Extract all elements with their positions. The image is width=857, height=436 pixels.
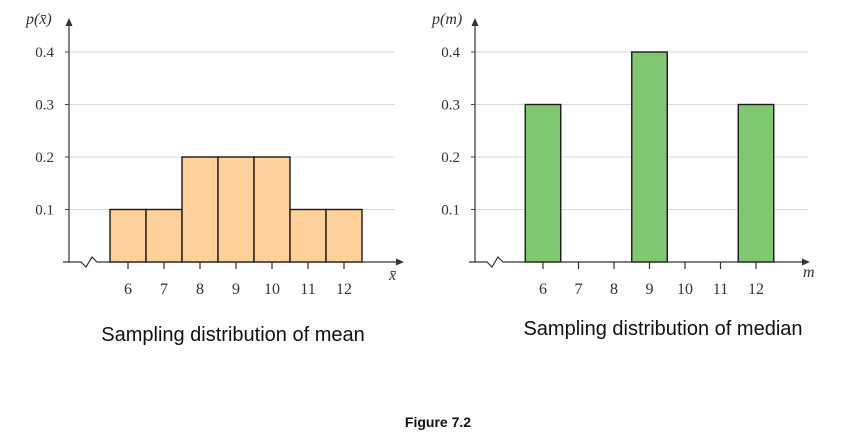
x-tick-label: 6 xyxy=(539,281,547,298)
x-tick-label: 12 xyxy=(336,281,352,298)
bar-12 xyxy=(737,103,775,263)
x-tick-label: 12 xyxy=(748,281,764,298)
y-tick-labels: 0.1 0.2 0.3 0.4 xyxy=(441,45,460,219)
x-axis-label: m xyxy=(803,264,815,281)
x-axis-arrow xyxy=(396,258,404,266)
bar-7 xyxy=(145,208,183,263)
y-tick-label: 0.1 xyxy=(35,203,54,219)
bar-10 xyxy=(253,156,291,263)
y-axis-arrow xyxy=(65,18,73,26)
x-tick-label: 9 xyxy=(646,281,654,298)
x-axis-arrow xyxy=(802,258,810,266)
y-tick-label: 0.3 xyxy=(441,98,460,114)
bars xyxy=(109,156,363,263)
y-tick-labels: 0.1 0.2 0.3 0.4 xyxy=(35,45,54,219)
bar-8 xyxy=(181,156,219,263)
y-axis-label: p(x̄) xyxy=(25,11,52,28)
y-tick-label: 0.4 xyxy=(441,45,460,61)
bar-6 xyxy=(524,103,562,263)
x-tick-label: 10 xyxy=(264,281,280,298)
bar-6 xyxy=(109,208,147,263)
x-tick-labels: 6 7 8 9 10 11 12 xyxy=(124,281,352,298)
x-tick-label: 11 xyxy=(713,281,728,298)
chart-caption: Sampling distribution of median xyxy=(523,318,802,340)
y-tick-label: 0.4 xyxy=(35,45,54,61)
axes xyxy=(63,18,404,269)
bar-9 xyxy=(631,51,668,263)
y-axis-label: p(m) xyxy=(431,11,462,28)
x-tick-label: 9 xyxy=(232,281,240,298)
y-axis-arrow xyxy=(471,18,479,26)
bars xyxy=(524,51,775,263)
y-tick-label: 0.2 xyxy=(35,150,54,166)
bar-9 xyxy=(217,156,255,263)
chart-mean: 6 7 8 9 10 11 12 0.1 0.2 0.3 0.4 p(x̄) x̄ Samplin… xyxy=(25,11,404,346)
bar-11 xyxy=(289,208,327,263)
axes xyxy=(469,18,810,269)
bar-12 xyxy=(325,208,363,263)
y-tick-label: 0.1 xyxy=(441,203,460,219)
x-tick-label: 7 xyxy=(160,281,168,298)
y-tick-label: 0.3 xyxy=(35,98,54,114)
x-tick-label: 7 xyxy=(575,281,583,298)
chart-median: 6 7 8 9 10 11 12 0.1 0.2 0.3 0.4 p(m) m Sampling … xyxy=(431,11,815,340)
x-axis-line xyxy=(469,256,803,268)
x-tick-label: 10 xyxy=(677,281,693,298)
x-tick-label: 8 xyxy=(196,281,204,298)
x-tick-labels: 6 7 8 9 10 11 12 xyxy=(539,281,764,298)
x-axis-label: x̄ xyxy=(388,267,396,284)
chart-caption: Sampling distribution of mean xyxy=(101,324,364,346)
y-tick-label: 0.2 xyxy=(441,150,460,166)
x-tick-label: 11 xyxy=(300,281,315,298)
x-tick-label: 8 xyxy=(610,281,618,298)
x-axis-line xyxy=(63,256,397,268)
figure-label: Figure 7.2 xyxy=(405,414,471,430)
x-tick-label: 6 xyxy=(124,281,132,298)
